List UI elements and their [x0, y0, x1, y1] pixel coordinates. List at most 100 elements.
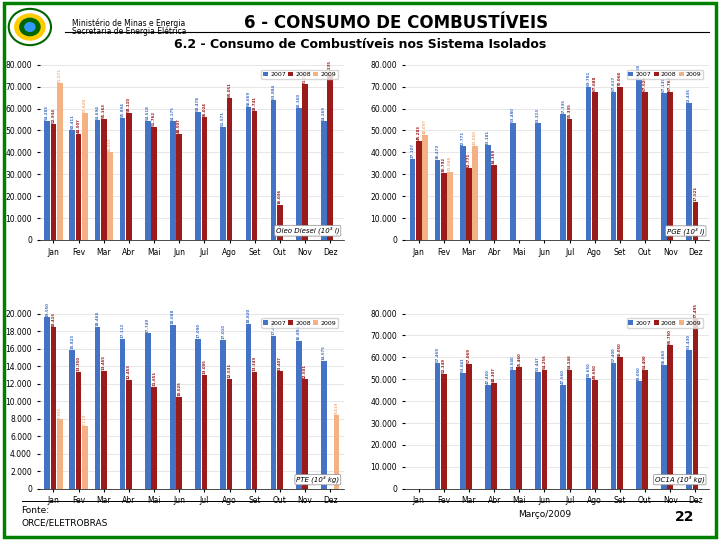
Bar [302, 379, 308, 489]
Bar [176, 396, 182, 489]
Text: 67.130: 67.130 [662, 77, 666, 92]
Bar [151, 387, 157, 489]
Bar [693, 201, 698, 240]
Text: 50.650: 50.650 [587, 362, 590, 377]
Text: 14.575: 14.575 [322, 346, 326, 360]
Text: 11.651: 11.651 [152, 371, 156, 386]
Text: 31.088: 31.088 [448, 156, 452, 171]
Text: 54.256: 54.256 [542, 354, 546, 369]
Text: 45.283: 45.283 [417, 125, 420, 140]
Text: 55.894: 55.894 [121, 102, 125, 117]
Bar [642, 369, 648, 489]
Text: 49.050: 49.050 [636, 366, 641, 381]
Bar [560, 384, 566, 489]
Bar [126, 113, 132, 240]
Text: 67.688: 67.688 [593, 76, 597, 91]
Text: 17.749: 17.749 [145, 318, 150, 333]
Bar [176, 134, 182, 240]
Bar [560, 114, 566, 240]
Text: 65.051: 65.051 [228, 82, 232, 97]
Bar [460, 373, 466, 489]
Bar [667, 92, 673, 240]
Bar [585, 87, 591, 240]
Bar [447, 172, 453, 240]
Text: 56.660: 56.660 [662, 349, 666, 364]
Text: 54.169: 54.169 [322, 106, 326, 120]
Legend: 2007, 2008, 2009: 2007, 2008, 2009 [261, 70, 338, 79]
Text: 17.450: 17.450 [271, 320, 276, 335]
Text: 67.769: 67.769 [668, 76, 672, 91]
Bar [82, 427, 88, 489]
Text: 53.041: 53.041 [461, 357, 464, 372]
Bar [277, 205, 283, 240]
Bar [220, 127, 226, 240]
Text: 12.453: 12.453 [127, 364, 131, 379]
Text: 19.550: 19.550 [45, 302, 49, 317]
Bar [45, 121, 50, 240]
Text: 57.335: 57.335 [562, 99, 565, 114]
Text: 60.669: 60.669 [246, 91, 251, 106]
Bar [472, 146, 478, 240]
Bar [76, 134, 81, 240]
Text: 30.792: 30.792 [442, 157, 446, 172]
Text: 10.525: 10.525 [177, 381, 181, 396]
Text: 16.894: 16.894 [297, 325, 301, 340]
Text: 6 - CONSUMO DE COMBUSTÍVEIS: 6 - CONSUMO DE COMBUSTÍVEIS [244, 14, 548, 31]
Bar [485, 385, 490, 489]
Bar [57, 83, 63, 240]
Text: 17.521: 17.521 [693, 186, 698, 201]
Text: 57.828: 57.828 [83, 98, 87, 113]
Bar [410, 159, 415, 240]
Text: 8.419: 8.419 [334, 402, 338, 414]
Bar [441, 173, 446, 240]
Text: 71.571: 71.571 [58, 68, 62, 83]
Bar [636, 381, 642, 489]
Text: 54.518: 54.518 [145, 105, 150, 120]
Text: 7.119: 7.119 [83, 413, 87, 426]
Bar [246, 107, 251, 240]
Text: 22: 22 [675, 510, 695, 524]
Bar [636, 80, 642, 240]
Text: 17.090: 17.090 [196, 323, 200, 339]
Text: 48.097: 48.097 [423, 119, 427, 134]
Text: 54.283: 54.283 [45, 105, 49, 120]
Bar [661, 364, 667, 489]
Bar [611, 92, 616, 240]
Text: 49.650: 49.650 [593, 364, 597, 379]
Text: 37.107: 37.107 [410, 143, 415, 158]
Text: 69.781: 69.781 [587, 71, 590, 86]
Bar [195, 112, 201, 240]
Bar [611, 363, 616, 489]
Bar [120, 118, 125, 240]
Bar [94, 327, 100, 489]
Text: 13.465: 13.465 [102, 355, 106, 370]
Text: 52.349: 52.349 [442, 359, 446, 373]
Bar [195, 339, 201, 489]
Bar [617, 357, 623, 489]
Text: 13.349: 13.349 [253, 356, 256, 371]
Bar [536, 372, 541, 489]
Text: 73.058: 73.058 [636, 64, 641, 79]
Bar [107, 152, 113, 240]
Bar [567, 370, 572, 489]
Text: 54.400: 54.400 [643, 354, 647, 369]
Bar [585, 378, 591, 489]
Bar [170, 122, 176, 240]
Text: 75.235: 75.235 [328, 59, 332, 75]
Text: 36.473: 36.473 [436, 144, 439, 159]
Text: 54.175: 54.175 [171, 106, 175, 120]
Text: 63.430: 63.430 [687, 334, 691, 349]
Text: PGE (10³ l): PGE (10³ l) [667, 227, 705, 235]
Text: 52.934: 52.934 [51, 109, 55, 123]
Text: 6.2 - Consumo de Combustíveis nos Sistema Isolados: 6.2 - Consumo de Combustíveis nos Sistem… [174, 38, 546, 51]
Bar [101, 371, 107, 489]
Text: 13.407: 13.407 [278, 355, 282, 370]
Bar [667, 345, 673, 489]
Text: 70.068: 70.068 [618, 71, 622, 86]
Text: Óleo Diesel (10³ l): Óleo Diesel (10³ l) [276, 227, 339, 235]
Text: 40.052: 40.052 [108, 137, 112, 152]
Text: 18.468: 18.468 [96, 311, 99, 326]
Bar [536, 123, 541, 240]
Text: 48.307: 48.307 [492, 367, 496, 382]
Bar [145, 333, 150, 489]
